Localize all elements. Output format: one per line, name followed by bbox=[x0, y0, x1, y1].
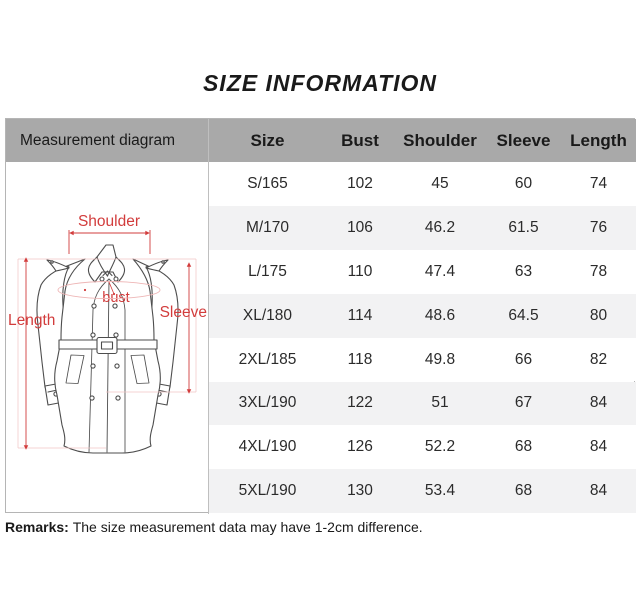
svg-text:Shoulder: Shoulder bbox=[78, 213, 140, 230]
svg-text:Sleeve: Sleeve bbox=[160, 304, 207, 321]
svg-text:Length: Length bbox=[8, 312, 55, 329]
